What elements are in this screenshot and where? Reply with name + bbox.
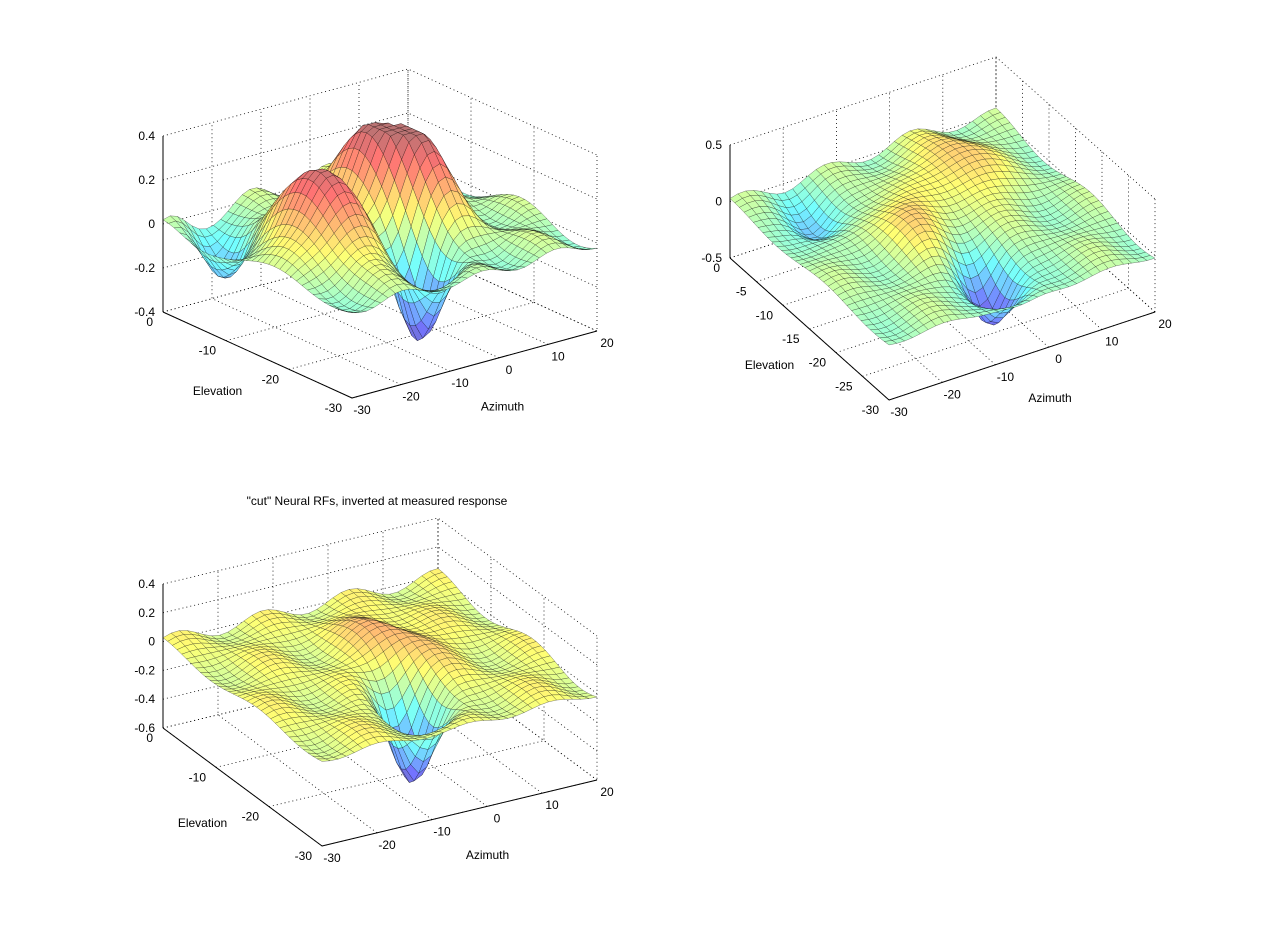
x-tick-label: 10	[1105, 335, 1119, 349]
x-tick-label: 20	[600, 785, 614, 799]
z-tick-label: 0.2	[138, 606, 155, 620]
y-tick-label: -25	[835, 379, 853, 393]
tick-labels: 0.40.20-0.2-0.4-0.60-10-20-30 -30-20-1001…	[134, 577, 614, 865]
z-tick-label: -0.4	[134, 692, 155, 706]
z-tick-label: 0	[148, 635, 155, 649]
x-tick-label: -20	[402, 390, 420, 404]
x-tick-label: 10	[545, 798, 559, 812]
y-tick-label: 0	[713, 261, 720, 275]
y-tick-label: -30	[295, 849, 313, 863]
x-tick-label: 0	[506, 363, 513, 377]
x-tick-label: 20	[1158, 317, 1172, 331]
surface-plot-1: 0.40.20-0.2-0.40-10-20-30 -30-20-1001020A…	[134, 68, 614, 417]
x-tick-label: 10	[551, 349, 565, 363]
surface-plot-3: 0.40.20-0.2-0.4-0.60-10-20-30 -30-20-1001…	[134, 494, 614, 865]
x-tick-label: -30	[323, 851, 341, 865]
surface-plot-2: 0.50-0.50-5-10-15-20-25-30 -30-20-1001020…	[701, 56, 1172, 419]
z-tick-label: 0.4	[138, 577, 155, 591]
y-tick-label: -20	[242, 810, 260, 824]
y-tick-label: -10	[199, 344, 217, 358]
x-tick-label: -30	[353, 403, 371, 417]
y-tick-label: -5	[736, 285, 747, 299]
x-tick-label: -10	[451, 376, 469, 390]
x-tick-label: -10	[997, 370, 1015, 384]
y-tick-label: -10	[756, 308, 774, 322]
y-axis-label: Elevation	[193, 384, 242, 398]
z-tick-label: 0.4	[138, 129, 155, 143]
x-tick-label: -20	[378, 838, 396, 852]
surface-mesh	[729, 107, 1156, 346]
z-tick-label: -0.4	[134, 305, 155, 319]
x-tick-label: -30	[890, 405, 908, 419]
x-tick-label: 20	[600, 336, 614, 350]
y-tick-label: -15	[782, 332, 800, 346]
z-tick-label: -0.5	[701, 251, 722, 265]
y-tick-label: 0	[146, 731, 153, 745]
x-tick-label: 0	[494, 811, 501, 825]
y-axis-label: Elevation	[178, 816, 227, 830]
y-tick-label: -30	[862, 403, 880, 417]
axes-grid	[162, 517, 598, 847]
chart-title: "cut" Neural RFs, inverted at measured r…	[247, 494, 508, 508]
x-axis-label: Azimuth	[466, 848, 509, 862]
z-tick-label: 0	[715, 195, 722, 209]
y-tick-label: -30	[325, 401, 343, 415]
y-tick-label: 0	[146, 315, 153, 329]
surface-mesh	[162, 122, 598, 341]
y-axis-label: Elevation	[745, 358, 794, 372]
z-tick-label: 0.2	[138, 173, 155, 187]
z-tick-label: -0.6	[134, 721, 155, 735]
z-tick-label: -0.2	[134, 663, 155, 677]
z-tick-label: 0.5	[705, 138, 722, 152]
y-tick-label: -10	[189, 770, 207, 784]
x-axis-label: Azimuth	[1028, 391, 1071, 405]
y-tick-label: -20	[809, 356, 827, 370]
z-tick-label: 0	[148, 217, 155, 231]
y-tick-label: -20	[262, 372, 280, 386]
x-axis-label: Azimuth	[481, 400, 524, 414]
z-tick-label: -0.2	[134, 261, 155, 275]
x-tick-label: 0	[1055, 352, 1062, 366]
x-tick-label: -20	[944, 387, 962, 401]
surface-mesh	[162, 568, 598, 783]
x-tick-label: -10	[433, 825, 451, 839]
